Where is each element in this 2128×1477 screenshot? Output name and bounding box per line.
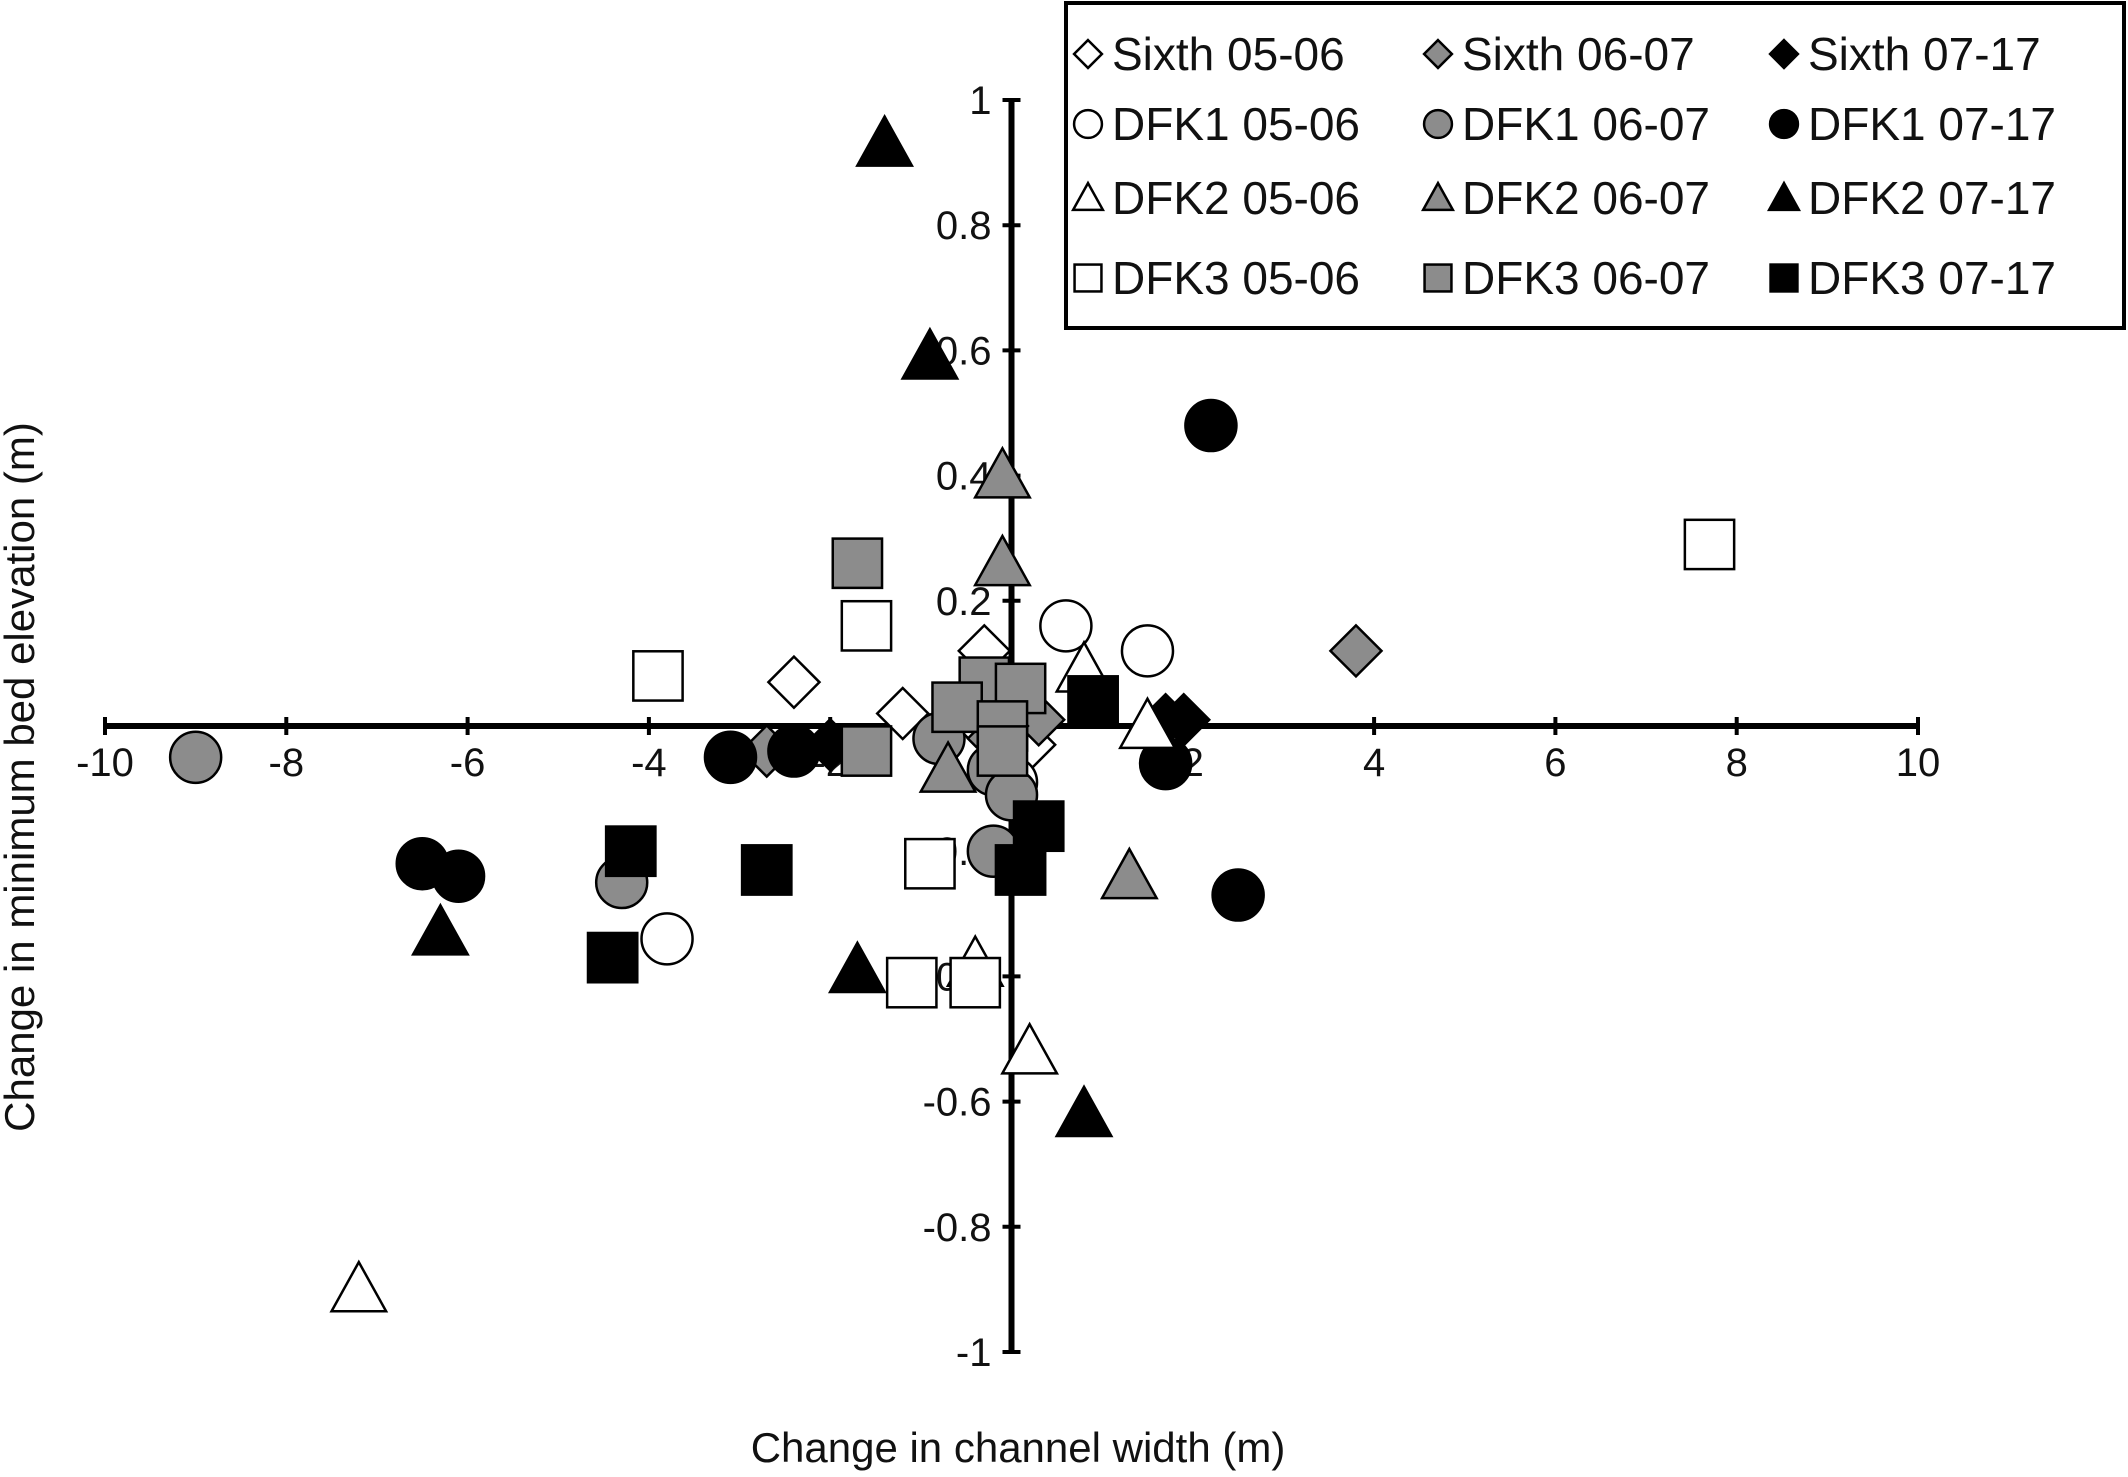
legend-marker — [1422, 38, 1454, 70]
legend-marker — [1769, 263, 1799, 293]
x-tick-label: -10 — [76, 741, 134, 785]
x-tick-label: 6 — [1544, 741, 1566, 785]
data-point — [431, 849, 486, 904]
legend-entry: DFK1 05-06 — [1112, 98, 1360, 150]
data-point — [1683, 518, 1736, 571]
data-point — [1184, 398, 1238, 453]
legend-entry: Sixth 06-07 — [1462, 28, 1695, 80]
x-tick-label: 8 — [1726, 741, 1748, 785]
data-point — [1039, 599, 1093, 653]
data-point — [411, 902, 470, 956]
data-point — [885, 956, 938, 1009]
data-point — [973, 533, 1032, 587]
data-point — [994, 844, 1047, 896]
data-point — [900, 326, 960, 380]
data-point — [855, 113, 914, 167]
series-8 — [411, 113, 1114, 1138]
data-point — [1012, 800, 1065, 853]
data-point — [767, 724, 821, 778]
legend-box — [1064, 1, 2126, 330]
legend-entry: DFK2 05-06 — [1112, 172, 1360, 224]
data-point — [168, 730, 223, 785]
legend-entry: Sixth 05-06 — [1112, 28, 1345, 80]
data-point — [827, 940, 887, 994]
data-point — [1067, 675, 1119, 727]
data-point — [840, 725, 893, 777]
data-point — [1211, 868, 1265, 922]
y-tick-label: -1 — [956, 1331, 992, 1375]
data-point — [1054, 1084, 1114, 1138]
legend-marker — [1072, 38, 1104, 70]
data-point — [973, 445, 1032, 499]
data-point — [766, 654, 822, 710]
legend-entry: DFK1 06-07 — [1462, 98, 1710, 150]
legend-marker — [1423, 263, 1453, 293]
series-10 — [831, 537, 1047, 777]
data-points — [168, 113, 1736, 1313]
legend-entry: Sixth 07-17 — [1808, 28, 2041, 80]
data-point — [640, 912, 694, 966]
data-point — [604, 825, 657, 878]
data-point — [329, 1259, 389, 1313]
legend-marker — [1768, 108, 1800, 140]
legend-marker — [1420, 180, 1456, 212]
y-axis-title: Change in minimum bed elevation (m) — [0, 422, 43, 1132]
data-point — [949, 956, 1002, 1009]
y-tick-label: -0.8 — [923, 1206, 992, 1250]
legend-entry: DFK3 07-17 — [1808, 252, 2056, 304]
data-point — [904, 837, 956, 890]
legend: Sixth 05-06 Sixth 06-07 Sixth 07-17 DFK1 05… — [1064, 1, 2126, 330]
series-11 — [586, 675, 1119, 984]
x-axis-title: Change in channel width (m) — [751, 1424, 1286, 1471]
legend-entry: DFK1 07-17 — [1808, 98, 2056, 150]
data-point — [703, 730, 758, 785]
data-point — [831, 537, 884, 590]
legend-entry: DFK3 05-06 — [1112, 252, 1360, 304]
y-tick-label: 1 — [969, 79, 991, 123]
series-9 — [632, 518, 1736, 1009]
x-tick-label: -8 — [269, 741, 305, 785]
x-tick-label: -6 — [450, 741, 486, 785]
y-tick-label: 0.8 — [936, 204, 992, 248]
data-point — [1120, 624, 1175, 678]
x-tick-label: 4 — [1363, 741, 1385, 785]
series-7 — [918, 445, 1159, 900]
data-point — [1328, 623, 1384, 679]
y-tick-label: 0.2 — [936, 580, 992, 624]
data-point — [931, 681, 983, 734]
data-point — [586, 931, 639, 984]
legend-marker — [1766, 180, 1802, 212]
x-tick-label: -4 — [631, 741, 667, 785]
x-tick-label: 10 — [1896, 741, 1941, 785]
legend-entry: DFK2 07-17 — [1808, 172, 2056, 224]
legend-entry: DFK3 06-07 — [1462, 252, 1710, 304]
data-point — [840, 599, 893, 652]
data-point — [1118, 696, 1177, 750]
legend-marker — [1768, 38, 1800, 70]
data-point — [632, 650, 684, 702]
data-point — [918, 739, 978, 793]
data-point — [740, 844, 793, 896]
legend-marker — [1422, 108, 1454, 140]
data-point — [976, 725, 1029, 777]
data-point — [1000, 1021, 1060, 1075]
data-point — [1099, 846, 1159, 900]
series-5 — [395, 398, 1265, 922]
legend-marker — [1072, 108, 1104, 140]
legend-entry: DFK2 06-07 — [1462, 172, 1710, 224]
y-tick-label: -0.6 — [923, 1081, 992, 1125]
legend-marker — [1073, 263, 1103, 293]
legend-marker — [1070, 180, 1106, 212]
